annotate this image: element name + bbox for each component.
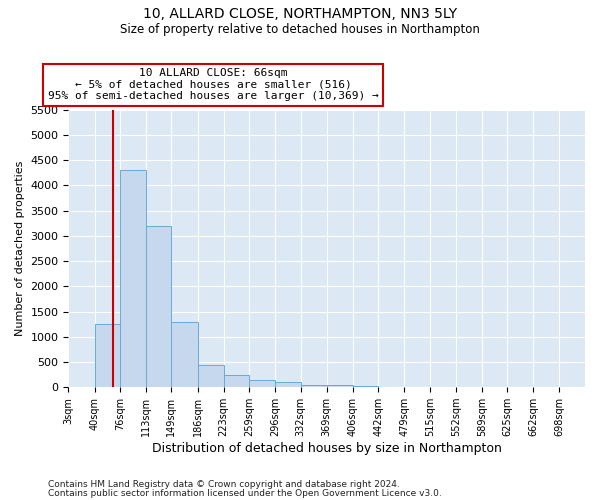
Bar: [197, 364, 224, 387]
Bar: [301, 384, 327, 387]
X-axis label: Distribution of detached houses by size in Northampton: Distribution of detached houses by size …: [152, 442, 502, 455]
Text: Contains HM Land Registry data © Crown copyright and database right 2024.: Contains HM Land Registry data © Crown c…: [48, 480, 400, 489]
Text: Size of property relative to detached houses in Northampton: Size of property relative to detached ho…: [120, 22, 480, 36]
Bar: [120, 170, 146, 387]
Text: 10 ALLARD CLOSE: 66sqm
← 5% of detached houses are smaller (516)
95% of semi-det: 10 ALLARD CLOSE: 66sqm ← 5% of detached …: [47, 68, 379, 102]
Text: Contains public sector information licensed under the Open Government Licence v3: Contains public sector information licen…: [48, 490, 442, 498]
Bar: [224, 374, 249, 387]
Bar: [327, 384, 353, 387]
Bar: [275, 382, 301, 387]
Bar: [146, 226, 172, 387]
Bar: [95, 324, 120, 387]
Bar: [249, 380, 275, 387]
Text: 10, ALLARD CLOSE, NORTHAMPTON, NN3 5LY: 10, ALLARD CLOSE, NORTHAMPTON, NN3 5LY: [143, 8, 457, 22]
Bar: [353, 386, 378, 387]
Bar: [172, 322, 197, 387]
Y-axis label: Number of detached properties: Number of detached properties: [15, 161, 25, 336]
